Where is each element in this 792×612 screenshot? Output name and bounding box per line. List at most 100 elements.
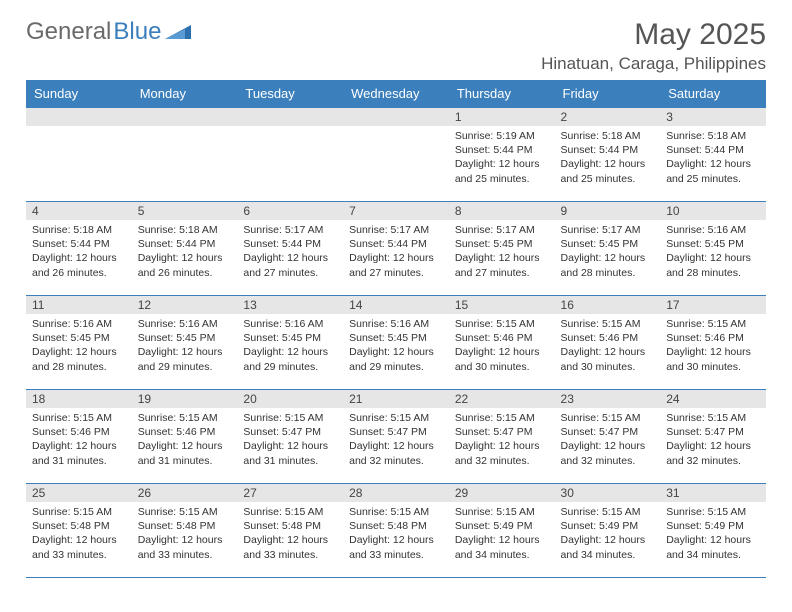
day-details: Sunrise: 5:18 AMSunset: 5:44 PMDaylight:… <box>132 220 238 284</box>
calendar-cell: 10 Sunrise: 5:16 AMSunset: 5:45 PMDayligh… <box>660 202 766 296</box>
daylight-text: Daylight: 12 hours and 28 minutes. <box>561 251 655 279</box>
daylight-text: Daylight: 12 hours and 33 minutes. <box>349 533 443 561</box>
day-number: 23 <box>555 390 661 408</box>
day-details: Sunrise: 5:15 AMSunset: 5:46 PMDaylight:… <box>26 408 132 472</box>
day-number <box>343 108 449 126</box>
sunrise-text: Sunrise: 5:18 AM <box>561 129 655 143</box>
sunset-text: Sunset: 5:45 PM <box>455 237 549 251</box>
brand-part1: General <box>26 18 111 46</box>
day-details: Sunrise: 5:17 AMSunset: 5:44 PMDaylight:… <box>343 220 449 284</box>
daylight-text: Daylight: 12 hours and 25 minutes. <box>666 157 760 185</box>
day-number: 6 <box>237 202 343 220</box>
sunrise-text: Sunrise: 5:18 AM <box>138 223 232 237</box>
sunset-text: Sunset: 5:46 PM <box>561 331 655 345</box>
day-details: Sunrise: 5:15 AMSunset: 5:47 PMDaylight:… <box>449 408 555 472</box>
sunrise-text: Sunrise: 5:15 AM <box>349 505 443 519</box>
daylight-text: Daylight: 12 hours and 33 minutes. <box>243 533 337 561</box>
sunrise-text: Sunrise: 5:19 AM <box>455 129 549 143</box>
sunrise-text: Sunrise: 5:15 AM <box>666 505 760 519</box>
daylight-text: Daylight: 12 hours and 30 minutes. <box>455 345 549 373</box>
weekday-header-row: Sunday Monday Tuesday Wednesday Thursday… <box>26 80 766 108</box>
weekday-header: Tuesday <box>237 80 343 108</box>
sunrise-text: Sunrise: 5:15 AM <box>455 505 549 519</box>
daylight-text: Daylight: 12 hours and 31 minutes. <box>32 439 126 467</box>
sunset-text: Sunset: 5:49 PM <box>455 519 549 533</box>
sunrise-text: Sunrise: 5:15 AM <box>32 505 126 519</box>
calendar-cell: 26Sunrise: 5:15 AMSunset: 5:48 PMDayligh… <box>132 484 238 578</box>
calendar-cell: 5Sunrise: 5:18 AMSunset: 5:44 PMDaylight… <box>132 202 238 296</box>
brand-part2: Blue <box>113 18 161 46</box>
calendar-cell: 12Sunrise: 5:16 AMSunset: 5:45 PMDayligh… <box>132 296 238 390</box>
sunset-text: Sunset: 5:44 PM <box>561 143 655 157</box>
calendar-cell: 17Sunrise: 5:15 AMSunset: 5:46 PMDayligh… <box>660 296 766 390</box>
daylight-text: Daylight: 12 hours and 31 minutes. <box>138 439 232 467</box>
brand-logo: GeneralBlue <box>26 18 191 46</box>
calendar-cell: 21Sunrise: 5:15 AMSunset: 5:47 PMDayligh… <box>343 390 449 484</box>
calendar-page: GeneralBlue May 2025 Hinatuan, Caraga, P… <box>0 0 792 596</box>
day-details: Sunrise: 5:15 AMSunset: 5:46 PMDaylight:… <box>449 314 555 378</box>
calendar-cell: 29Sunrise: 5:15 AMSunset: 5:49 PMDayligh… <box>449 484 555 578</box>
day-number: 29 <box>449 484 555 502</box>
calendar-cell <box>132 108 238 202</box>
daylight-text: Daylight: 12 hours and 28 minutes. <box>666 251 760 279</box>
day-details: Sunrise: 5:16 AMSunset: 5:45 PMDaylight:… <box>343 314 449 378</box>
calendar-cell: 28Sunrise: 5:15 AMSunset: 5:48 PMDayligh… <box>343 484 449 578</box>
sunset-text: Sunset: 5:46 PM <box>666 331 760 345</box>
day-number: 10 <box>660 202 766 220</box>
day-details: Sunrise: 5:15 AMSunset: 5:48 PMDaylight:… <box>26 502 132 566</box>
daylight-text: Daylight: 12 hours and 31 minutes. <box>243 439 337 467</box>
sunset-text: Sunset: 5:45 PM <box>666 237 760 251</box>
day-number: 22 <box>449 390 555 408</box>
weekday-header: Thursday <box>449 80 555 108</box>
calendar-cell: 11Sunrise: 5:16 AMSunset: 5:45 PMDayligh… <box>26 296 132 390</box>
calendar-cell <box>26 108 132 202</box>
calendar-cell: 3Sunrise: 5:18 AMSunset: 5:44 PMDaylight… <box>660 108 766 202</box>
day-details: Sunrise: 5:18 AMSunset: 5:44 PMDaylight:… <box>660 126 766 190</box>
sunset-text: Sunset: 5:48 PM <box>138 519 232 533</box>
day-details: Sunrise: 5:16 AMSunset: 5:45 PMDaylight:… <box>237 314 343 378</box>
calendar-cell: 8Sunrise: 5:17 AMSunset: 5:45 PMDaylight… <box>449 202 555 296</box>
day-number: 31 <box>660 484 766 502</box>
day-details: Sunrise: 5:18 AMSunset: 5:44 PMDaylight:… <box>26 220 132 284</box>
day-number: 8 <box>449 202 555 220</box>
day-details: Sunrise: 5:17 AMSunset: 5:45 PMDaylight:… <box>555 220 661 284</box>
calendar-cell: 1Sunrise: 5:19 AMSunset: 5:44 PMDaylight… <box>449 108 555 202</box>
sunrise-text: Sunrise: 5:16 AM <box>32 317 126 331</box>
day-details: Sunrise: 5:17 AMSunset: 5:44 PMDaylight:… <box>237 220 343 284</box>
sunrise-text: Sunrise: 5:15 AM <box>138 505 232 519</box>
day-number: 7 <box>343 202 449 220</box>
day-number: 13 <box>237 296 343 314</box>
sunrise-text: Sunrise: 5:16 AM <box>666 223 760 237</box>
day-details: Sunrise: 5:16 AMSunset: 5:45 PMDaylight:… <box>132 314 238 378</box>
daylight-text: Daylight: 12 hours and 27 minutes. <box>243 251 337 279</box>
sunset-text: Sunset: 5:48 PM <box>243 519 337 533</box>
sunset-text: Sunset: 5:46 PM <box>138 425 232 439</box>
sunset-text: Sunset: 5:44 PM <box>455 143 549 157</box>
daylight-text: Daylight: 12 hours and 25 minutes. <box>455 157 549 185</box>
calendar-week-row: 4Sunrise: 5:18 AMSunset: 5:44 PMDaylight… <box>26 202 766 296</box>
daylight-text: Daylight: 12 hours and 28 minutes. <box>32 345 126 373</box>
daylight-text: Daylight: 12 hours and 34 minutes. <box>561 533 655 561</box>
location-subtitle: Hinatuan, Caraga, Philippines <box>541 54 766 74</box>
sunrise-text: Sunrise: 5:15 AM <box>243 411 337 425</box>
day-number: 12 <box>132 296 238 314</box>
sunset-text: Sunset: 5:45 PM <box>349 331 443 345</box>
calendar-week-row: 11Sunrise: 5:16 AMSunset: 5:45 PMDayligh… <box>26 296 766 390</box>
sunrise-text: Sunrise: 5:16 AM <box>243 317 337 331</box>
calendar-cell: 23Sunrise: 5:15 AMSunset: 5:47 PMDayligh… <box>555 390 661 484</box>
sunset-text: Sunset: 5:44 PM <box>138 237 232 251</box>
sunset-text: Sunset: 5:46 PM <box>455 331 549 345</box>
day-number <box>132 108 238 126</box>
day-number: 2 <box>555 108 661 126</box>
day-number: 20 <box>237 390 343 408</box>
sunset-text: Sunset: 5:46 PM <box>32 425 126 439</box>
daylight-text: Daylight: 12 hours and 32 minutes. <box>455 439 549 467</box>
day-details: Sunrise: 5:15 AMSunset: 5:49 PMDaylight:… <box>449 502 555 566</box>
sunset-text: Sunset: 5:47 PM <box>561 425 655 439</box>
daylight-text: Daylight: 12 hours and 32 minutes. <box>666 439 760 467</box>
calendar-week-row: 18Sunrise: 5:15 AMSunset: 5:46 PMDayligh… <box>26 390 766 484</box>
sunset-text: Sunset: 5:45 PM <box>561 237 655 251</box>
day-number: 30 <box>555 484 661 502</box>
day-details: Sunrise: 5:15 AMSunset: 5:47 PMDaylight:… <box>343 408 449 472</box>
calendar-cell: 24Sunrise: 5:15 AMSunset: 5:47 PMDayligh… <box>660 390 766 484</box>
